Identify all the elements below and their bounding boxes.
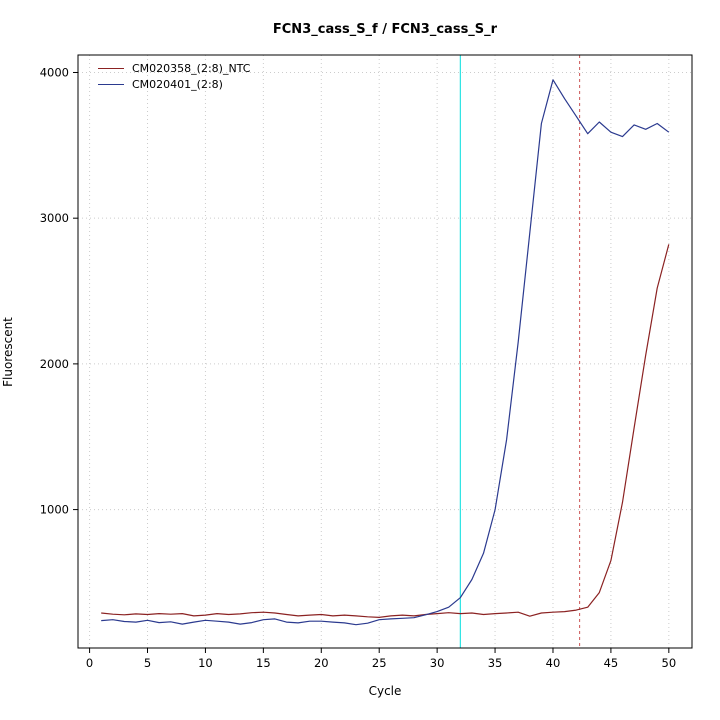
plot-frame	[77, 54, 693, 649]
x-tick-label: 5	[144, 656, 151, 670]
x-tick-label: 35	[488, 656, 503, 670]
x-tick-label: 25	[372, 656, 387, 670]
series-line	[101, 244, 670, 619]
legend-item-ntc: CM020358_(2:8)_NTC	[98, 62, 250, 75]
y-tick-label: 4000	[40, 65, 69, 79]
series-line	[101, 79, 670, 626]
y-tick-label: 1000	[40, 503, 69, 517]
legend-line-swatch-red	[98, 68, 124, 69]
x-tick-label: 50	[662, 656, 677, 670]
x-tick-label: 45	[604, 656, 619, 670]
legend-label: CM020358_(2:8)_NTC	[132, 62, 251, 75]
y-tick-label: 2000	[40, 357, 69, 371]
x-tick-label: 0	[86, 656, 93, 670]
legend-label: CM020401_(2:8)	[132, 78, 223, 91]
legend-item-sample: CM020401_(2:8)	[98, 78, 250, 91]
y-axis-label: Fluorescent	[1, 317, 15, 387]
x-tick-label: 30	[430, 656, 445, 670]
legend: CM020358_(2:8)_NTC CM020401_(2:8)	[98, 62, 250, 91]
x-tick-label: 15	[256, 656, 271, 670]
x-tick-label: 10	[198, 656, 213, 670]
x-tick-label: 20	[314, 656, 329, 670]
legend-line-swatch-blue	[98, 84, 124, 85]
y-tick-label: 3000	[40, 211, 69, 225]
chart-title: FCN3_cass_S_f / FCN3_cass_S_r	[272, 22, 498, 37]
x-axis-label: Cycle	[368, 684, 402, 698]
x-tick-label: 40	[546, 656, 561, 670]
